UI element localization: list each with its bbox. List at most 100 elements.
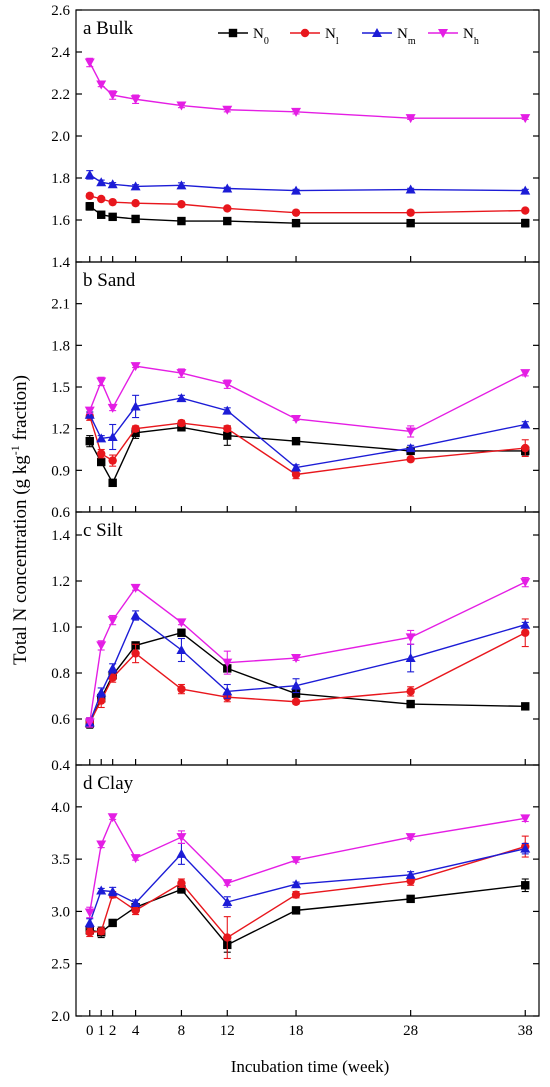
legend-label: N0 (253, 26, 269, 47)
legend-label-sub: h (474, 36, 479, 47)
data-point (130, 95, 141, 105)
panel-frame (75, 9, 540, 263)
data-point (405, 833, 416, 843)
y-tick-label: 1.0 (51, 620, 70, 636)
y-axis-label-main: Total N concentration (g kg (10, 455, 31, 665)
data-point (291, 906, 301, 915)
panel-2: 0.4 0.6 0.8 1.0 1.2 1.4 c Silt (51, 511, 540, 774)
data-point (521, 628, 530, 637)
data-point (84, 908, 95, 918)
series-Nm (84, 610, 531, 728)
legend-marker (372, 28, 382, 37)
y-tick-label: 2.1 (51, 297, 70, 313)
data-point (521, 443, 530, 453)
data-point (107, 91, 118, 101)
y-axis-label-tail: fraction) (10, 375, 31, 445)
data-point (291, 185, 302, 195)
panel-title: b Sand (83, 270, 136, 291)
series-line (89, 174, 526, 192)
legend-marker (228, 28, 238, 38)
data-point (291, 680, 302, 690)
data-point (108, 673, 117, 682)
data-point (177, 200, 186, 209)
legend-label: Nh (463, 26, 479, 47)
data-point (291, 470, 301, 479)
data-point (131, 649, 140, 658)
data-point (177, 878, 186, 888)
data-point (176, 618, 187, 628)
y-tick-label: 0.4 (51, 758, 70, 774)
y-axis-label: Total N concentration (g kg-1 fraction) (8, 375, 31, 665)
data-point (176, 101, 187, 111)
data-point (130, 362, 141, 372)
data-point (107, 886, 118, 896)
series-Nm (84, 393, 531, 472)
series-Nl (85, 835, 530, 960)
data-point (177, 216, 186, 226)
data-point (406, 876, 415, 886)
series-Nh (84, 576, 531, 728)
data-point (291, 654, 302, 664)
legend-item-2: Nm (362, 26, 416, 47)
data-point (130, 898, 141, 908)
series-Nl (85, 191, 530, 217)
series-line (89, 397, 526, 469)
data-point (222, 879, 233, 889)
data-point (96, 687, 107, 697)
data-point (130, 583, 141, 593)
panel-title: a Bulk (83, 18, 134, 39)
series-line (89, 205, 526, 224)
series-Nl (85, 618, 530, 728)
data-point (176, 645, 187, 654)
x-tick-label: 1 (97, 1023, 105, 1039)
y-tick-label: 3.5 (51, 852, 70, 868)
series-Nh (84, 57, 531, 124)
panel-title: c Silt (83, 520, 123, 541)
series-line (89, 62, 526, 119)
y-tick-label: 1.2 (51, 422, 70, 438)
data-point (108, 212, 117, 222)
y-tick-label: 1.6 (51, 213, 70, 229)
data-point (222, 380, 233, 390)
x-tick-label: 4 (132, 1023, 140, 1039)
data-point (108, 918, 117, 928)
data-point (96, 177, 107, 187)
y-tick-label: 2.5 (51, 957, 70, 973)
data-point (176, 393, 187, 403)
panel-0: 1.4 1.6 1.8 2.0 2.2 2.4 2.6 a Bulk (51, 3, 540, 271)
data-point (107, 432, 118, 441)
series-Nh (84, 813, 531, 919)
legend: N0 Nl Nm Nh (218, 26, 479, 47)
data-point (405, 427, 416, 437)
chart-panels: 1.4 1.6 1.8 2.0 2.2 2.4 2.6 a Bulk 0.6 0.9 1.2 1.5 1… (51, 3, 540, 1039)
legend-item-3: Nh (428, 26, 479, 47)
legend-label-base: N (325, 26, 336, 42)
data-point (291, 218, 301, 228)
data-point (291, 414, 302, 424)
data-point (176, 180, 187, 190)
y-tick-label: 4.0 (51, 800, 70, 816)
data-point (291, 879, 302, 889)
data-point (85, 191, 94, 201)
data-point (223, 933, 232, 942)
data-point (130, 401, 141, 411)
data-point (97, 927, 106, 936)
data-point (131, 424, 140, 433)
data-point (84, 718, 95, 728)
series-Nm (84, 842, 531, 928)
data-point (222, 405, 233, 415)
y-tick-label: 2.0 (51, 1009, 70, 1025)
data-point (84, 406, 95, 416)
data-point (176, 369, 187, 379)
data-point (291, 689, 301, 698)
data-point (84, 917, 95, 927)
data-point (107, 616, 118, 626)
y-axis-label-sup: -1 (8, 445, 22, 455)
data-point (107, 813, 118, 823)
data-point (176, 833, 187, 843)
legend-label-sub: l (336, 36, 339, 47)
data-point (406, 894, 415, 904)
data-point (96, 641, 107, 651)
y-tick-label: 3.0 (51, 904, 70, 920)
legend-label-sub: 0 (264, 36, 269, 47)
